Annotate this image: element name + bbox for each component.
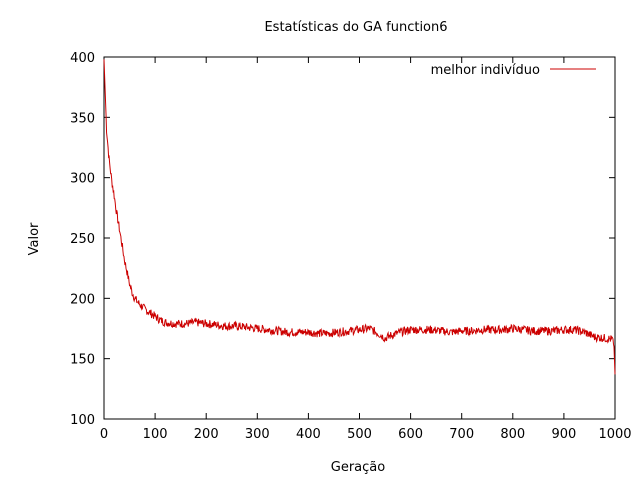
- y-tick-label: 200: [70, 292, 95, 307]
- x-tick-label: 600: [398, 427, 423, 442]
- y-tick-label: 300: [70, 172, 95, 187]
- y-tick-label: 100: [70, 413, 95, 428]
- x-tick-label: 200: [194, 427, 219, 442]
- x-tick-label: 400: [296, 427, 321, 442]
- x-tick-label: 900: [551, 427, 576, 442]
- x-axis-label: Geração: [331, 460, 385, 475]
- x-tick-label: 500: [347, 427, 372, 442]
- y-tick-label: 250: [70, 232, 95, 247]
- y-tick-label: 150: [70, 353, 95, 368]
- legend: melhor indivíduo: [431, 63, 596, 78]
- x-tick-label: 700: [449, 427, 474, 442]
- x-tick-label: 800: [500, 427, 525, 442]
- series-line-0: [103, 59, 616, 375]
- chart-title: Estatísticas do GA function6: [264, 20, 447, 35]
- y-axis-label: Valor: [27, 222, 42, 255]
- y-tick-label: 400: [70, 51, 95, 66]
- x-tick-label: 0: [100, 427, 108, 442]
- y-tick-label: 350: [70, 111, 95, 126]
- x-tick-label: 1000: [598, 427, 631, 442]
- plot-frame: [103, 56, 616, 420]
- legend-label: melhor indivíduo: [431, 63, 540, 78]
- x-tick-label: 300: [245, 427, 270, 442]
- x-tick-label: 100: [143, 427, 168, 442]
